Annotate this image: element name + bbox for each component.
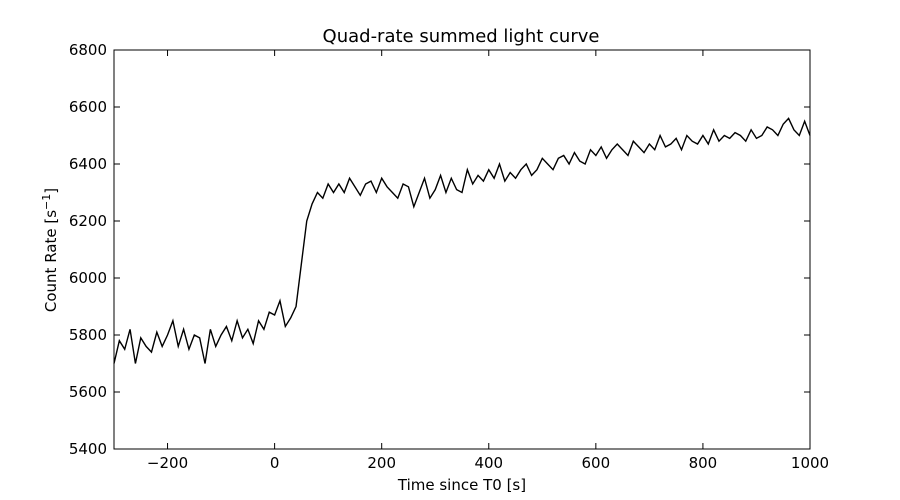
tick-layer: −200 0 200 400 600 800 1000 5400 5600 5800 6000 620… bbox=[69, 41, 829, 472]
x-tick-label: 0 bbox=[270, 454, 280, 472]
series-line-0 bbox=[113, 117, 811, 364]
x-tick-label: −200 bbox=[147, 454, 188, 472]
y-axis-label: Count Rate [s−1] bbox=[40, 188, 60, 312]
y-tick-label: 5400 bbox=[69, 440, 107, 458]
y-axis-label-end: ] bbox=[42, 188, 60, 194]
y-axis-label-main: Count Rate [s bbox=[42, 210, 60, 312]
y-axis-label-sup: −1 bbox=[40, 194, 53, 210]
y-tick-label: 6800 bbox=[69, 41, 107, 59]
plot-frame bbox=[113, 49, 811, 450]
series-layer bbox=[113, 117, 811, 364]
y-tick-label: 5800 bbox=[69, 326, 107, 344]
x-tick-label: 400 bbox=[474, 454, 503, 472]
x-tick-label: 600 bbox=[582, 454, 611, 472]
x-tick-label: 800 bbox=[689, 454, 718, 472]
x-axis-label: Time since T0 [s] bbox=[397, 476, 526, 494]
y-tick-label: 6200 bbox=[69, 212, 107, 230]
plot-area: −200 0 200 400 600 800 1000 5400 5600 5800 6000 620… bbox=[69, 41, 829, 472]
y-tick-label: 6600 bbox=[69, 98, 107, 116]
y-tick-label: 6000 bbox=[69, 269, 107, 287]
y-tick-label: 5600 bbox=[69, 383, 107, 401]
x-tick-label: 200 bbox=[367, 454, 396, 472]
chart-title: Quad-rate summed light curve bbox=[323, 26, 600, 47]
y-tick-label: 6400 bbox=[69, 155, 107, 173]
x-tick-label: 1000 bbox=[791, 454, 829, 472]
